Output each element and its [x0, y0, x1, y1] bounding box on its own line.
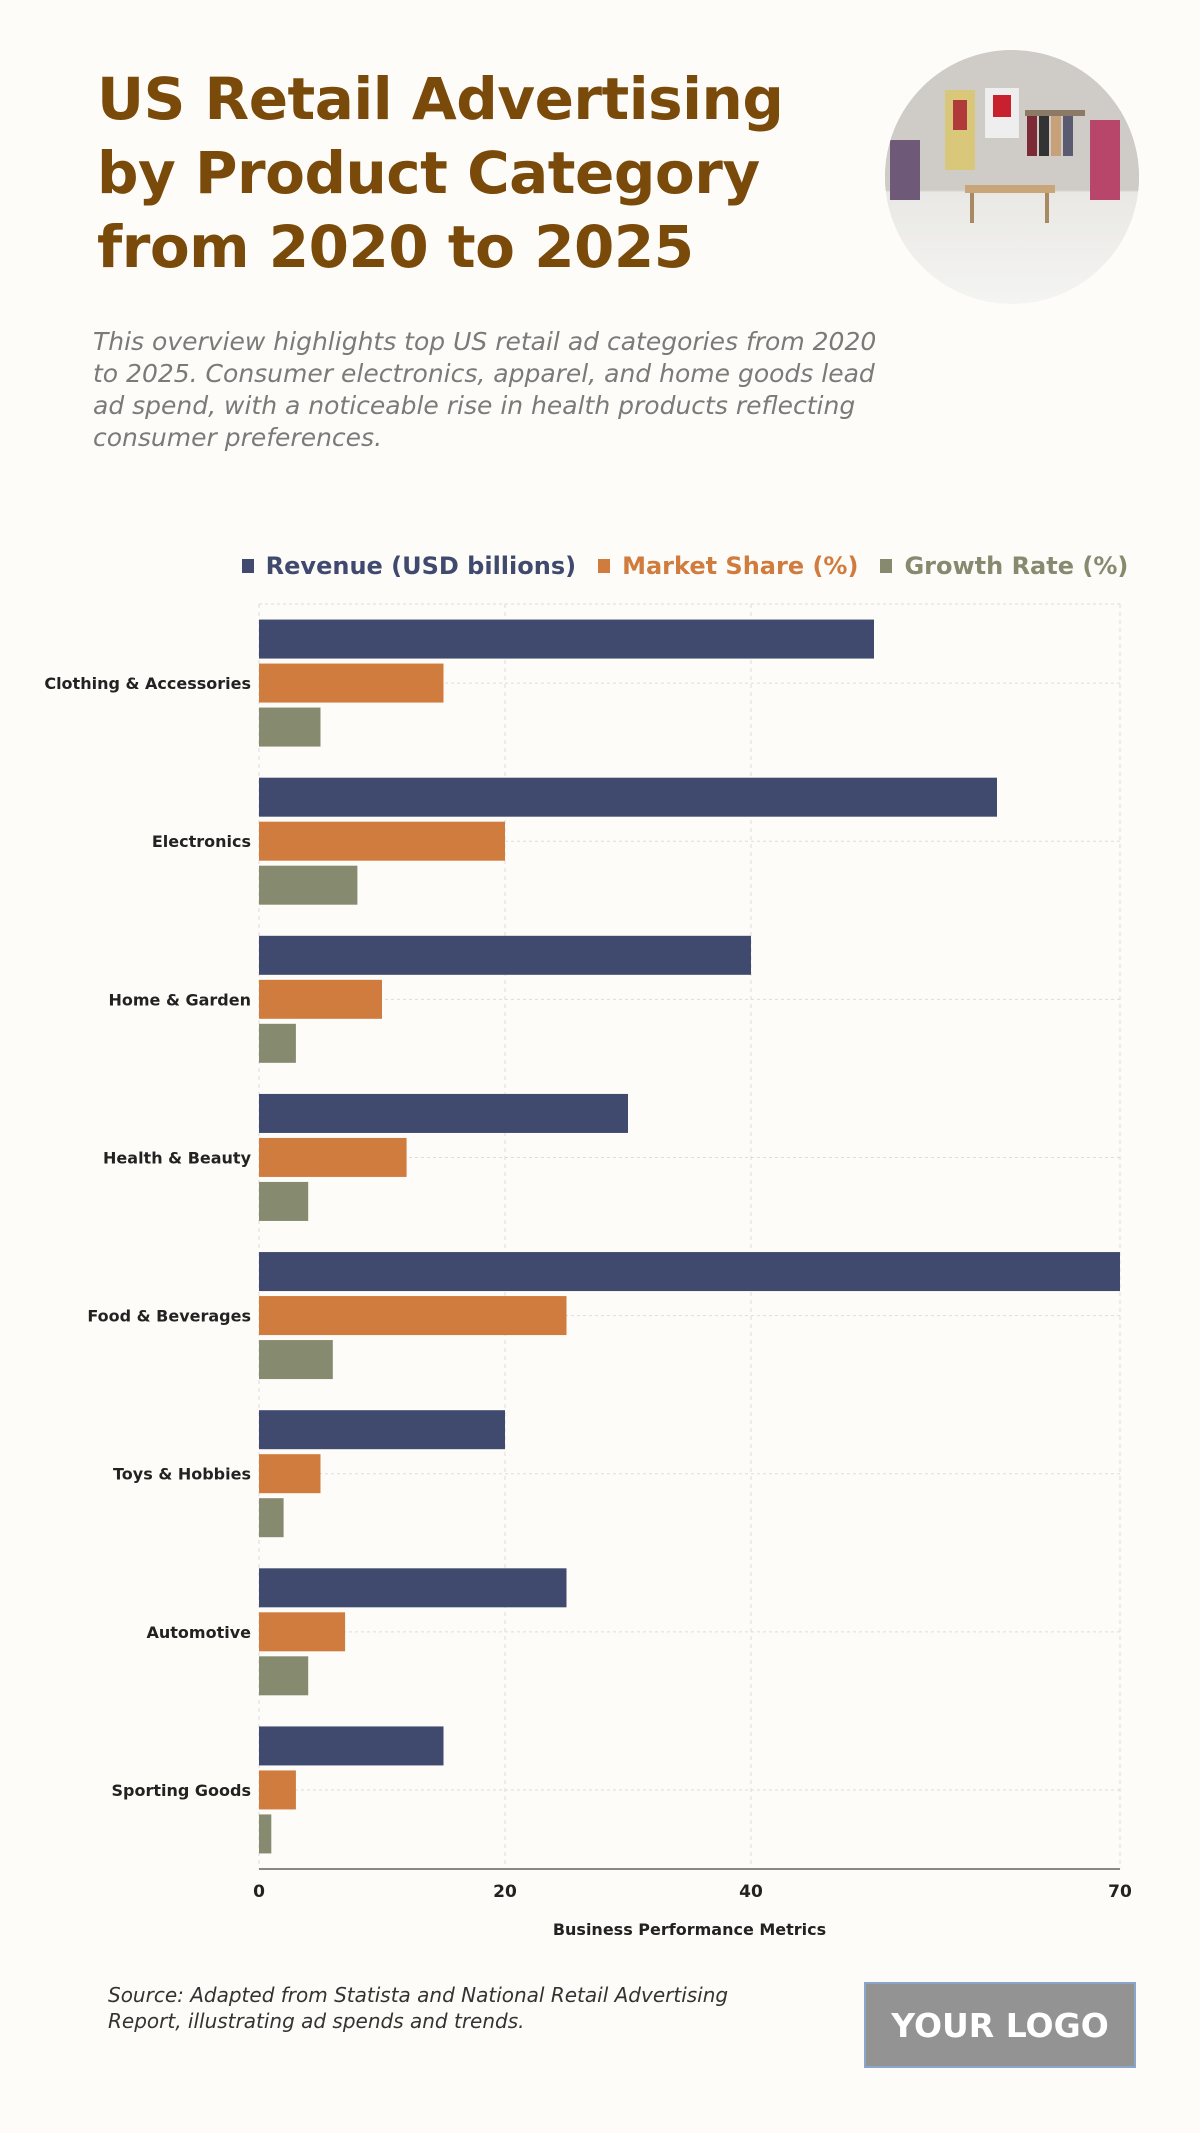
bar-growth-rate — [259, 707, 321, 747]
x-tick-label: 20 — [493, 1882, 517, 1902]
logo-placeholder: YOUR LOGO — [864, 1982, 1136, 2068]
bar-growth-rate — [259, 1181, 309, 1221]
legend-item-revenue: Revenue (USD billions) — [241, 552, 577, 580]
category-label: Home & Garden — [108, 990, 251, 1009]
logo-text: YOUR LOGO — [891, 2005, 1109, 2045]
legend-item-growth-rate: Growth Rate (%) — [880, 552, 1128, 580]
bar-market-share — [259, 1612, 346, 1652]
bar-revenue — [259, 1093, 628, 1133]
bar-growth-rate — [259, 1656, 309, 1696]
legend-item-market-share: Market Share (%) — [598, 552, 858, 580]
legend-label: Market Share (%) — [622, 552, 859, 580]
bar-market-share — [259, 1137, 407, 1177]
source-note: Source: Adapted from Statista and Nation… — [108, 1983, 729, 2033]
bar-growth-rate — [259, 1340, 333, 1380]
page-title: US Retail Advertising by Product Categor… — [97, 65, 784, 281]
legend-swatch — [880, 559, 893, 573]
legend-label: Growth Rate (%) — [904, 552, 1129, 580]
bar-revenue — [259, 1410, 505, 1450]
bar-revenue — [259, 1726, 444, 1766]
bar-market-share — [259, 979, 382, 1019]
category-label: Clothing & Accessories — [44, 674, 251, 693]
page-subtitle: This overview highlights top US retail a… — [93, 327, 877, 452]
category-label: Toys & Hobbies — [113, 1465, 251, 1484]
chart-legend: Revenue (USD billions) Market Share (%) … — [0, 552, 1200, 580]
bar-market-share — [259, 1296, 567, 1336]
legend-label: Revenue (USD billions) — [265, 552, 577, 580]
bar-growth-rate — [259, 865, 358, 905]
bar-revenue — [259, 935, 751, 975]
x-tick-label: 70 — [1108, 1882, 1132, 1902]
bar-revenue — [259, 777, 997, 817]
bar-growth-rate — [259, 1498, 284, 1538]
bar-market-share — [259, 821, 505, 861]
category-label: Automotive — [147, 1623, 252, 1642]
bar-revenue — [259, 1252, 1120, 1292]
category-label: Health & Beauty — [103, 1148, 252, 1167]
category-label: Food & Beverages — [87, 1307, 251, 1326]
bar-market-share — [259, 1454, 321, 1494]
bar-market-share — [259, 1770, 296, 1810]
legend-swatch — [241, 559, 254, 573]
category-label: Electronics — [152, 832, 251, 851]
bar-growth-rate — [259, 1814, 272, 1854]
x-axis-title: Business Performance Metrics — [552, 1920, 827, 1939]
x-tick-label: 0 — [253, 1882, 265, 1902]
bar-revenue — [259, 619, 874, 659]
bar-revenue — [259, 1568, 567, 1608]
x-tick-label: 40 — [739, 1882, 763, 1902]
legend-swatch — [598, 559, 611, 573]
bar-growth-rate — [259, 1023, 296, 1063]
category-label: Sporting Goods — [112, 1781, 252, 1800]
bar-market-share — [259, 663, 444, 703]
